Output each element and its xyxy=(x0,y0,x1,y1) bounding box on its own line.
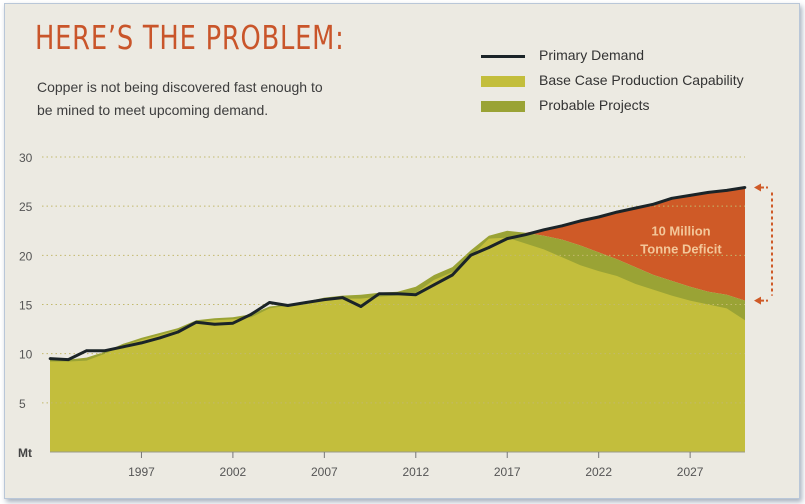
infographic-panel: HERE’S THE PROBLEM: Copper is not being … xyxy=(4,3,800,499)
data-point-primary-demand xyxy=(542,228,546,232)
x-tick-label: 2007 xyxy=(311,465,338,479)
data-point-primary-demand xyxy=(432,283,436,287)
data-point-primary-demand xyxy=(560,224,564,228)
data-point-primary-demand xyxy=(524,233,527,236)
data-point-primary-demand xyxy=(158,336,162,340)
data-point-primary-demand xyxy=(377,292,381,295)
y-tick-label: 20 xyxy=(19,249,33,263)
data-point-primary-demand xyxy=(725,189,729,192)
data-point-primary-demand xyxy=(487,246,491,249)
legend-swatch-base-case xyxy=(481,76,525,87)
deficit-arrowhead-bottom xyxy=(754,296,761,305)
data-point-primary-demand xyxy=(451,273,454,277)
y-tick-label: 5 xyxy=(19,397,26,411)
data-point-primary-demand xyxy=(579,219,582,223)
data-point-primary-demand xyxy=(85,349,88,353)
series-area-base-case xyxy=(50,237,745,452)
data-point-primary-demand xyxy=(140,341,143,345)
data-point-primary-demand xyxy=(633,206,637,210)
data-point-primary-demand xyxy=(341,296,344,299)
x-tick-label: 2022 xyxy=(585,465,612,479)
headline: HERE’S THE PROBLEM: xyxy=(35,18,345,57)
data-point-primary-demand xyxy=(268,301,271,304)
data-point-primary-demand xyxy=(103,349,107,353)
data-point-primary-demand xyxy=(597,215,600,219)
data-point-primary-demand xyxy=(396,292,399,295)
legend-swatch-probable xyxy=(481,101,525,112)
legend-label: Probable Projects xyxy=(539,97,650,113)
data-point-primary-demand xyxy=(286,304,290,307)
data-point-primary-demand xyxy=(323,298,326,301)
data-point-primary-demand xyxy=(670,197,674,200)
x-tick-label: 2012 xyxy=(402,465,429,479)
legend-label: Base Case Production Capability xyxy=(539,72,744,88)
y-tick-label: 10 xyxy=(19,348,33,362)
data-point-primary-demand xyxy=(707,191,710,194)
data-point-primary-demand xyxy=(66,358,70,361)
deficit-annotation-line1: 10 Million xyxy=(651,224,710,239)
y-unit-label: Mt xyxy=(18,446,32,460)
deficit-area xyxy=(525,187,745,301)
data-point-primary-demand xyxy=(652,202,655,206)
chart-plot: 5 10 15 20 25 30 Mt 1997 2002 2007 2012 2017 2022 202… xyxy=(18,151,773,479)
data-point-primary-demand xyxy=(688,194,692,197)
data-point-primary-demand xyxy=(743,186,747,189)
legend-label: Primary Demand xyxy=(539,47,645,63)
data-point-primary-demand xyxy=(48,357,52,360)
data-point-primary-demand xyxy=(414,293,418,296)
data-point-primary-demand xyxy=(359,305,363,308)
y-tick-label: 25 xyxy=(19,200,33,214)
subtitle: Copper is not being discovered fast enou… xyxy=(37,79,323,118)
legend-line-primary-demand xyxy=(481,55,525,58)
x-tick-label: 2017 xyxy=(494,465,521,479)
data-point-primary-demand xyxy=(213,322,216,326)
data-point-primary-demand xyxy=(505,237,509,240)
x-tick-label: 2002 xyxy=(220,465,247,479)
data-point-primary-demand xyxy=(231,321,235,325)
data-point-primary-demand xyxy=(615,210,619,214)
data-point-primary-demand xyxy=(469,254,472,257)
data-point-primary-demand xyxy=(195,320,198,324)
x-tick-label: 1997 xyxy=(128,465,155,479)
data-point-primary-demand xyxy=(176,330,180,334)
data-point-primary-demand xyxy=(121,345,125,349)
deficit-annotation-line2: Tonne Deficit xyxy=(640,242,722,257)
data-point-primary-demand xyxy=(249,313,253,316)
x-tick-label: 2027 xyxy=(677,465,704,479)
data-point-primary-demand xyxy=(304,301,308,304)
deficit-arrowhead-top xyxy=(754,183,761,192)
y-tick-label: 30 xyxy=(19,151,33,165)
y-tick-label: 15 xyxy=(19,299,33,313)
